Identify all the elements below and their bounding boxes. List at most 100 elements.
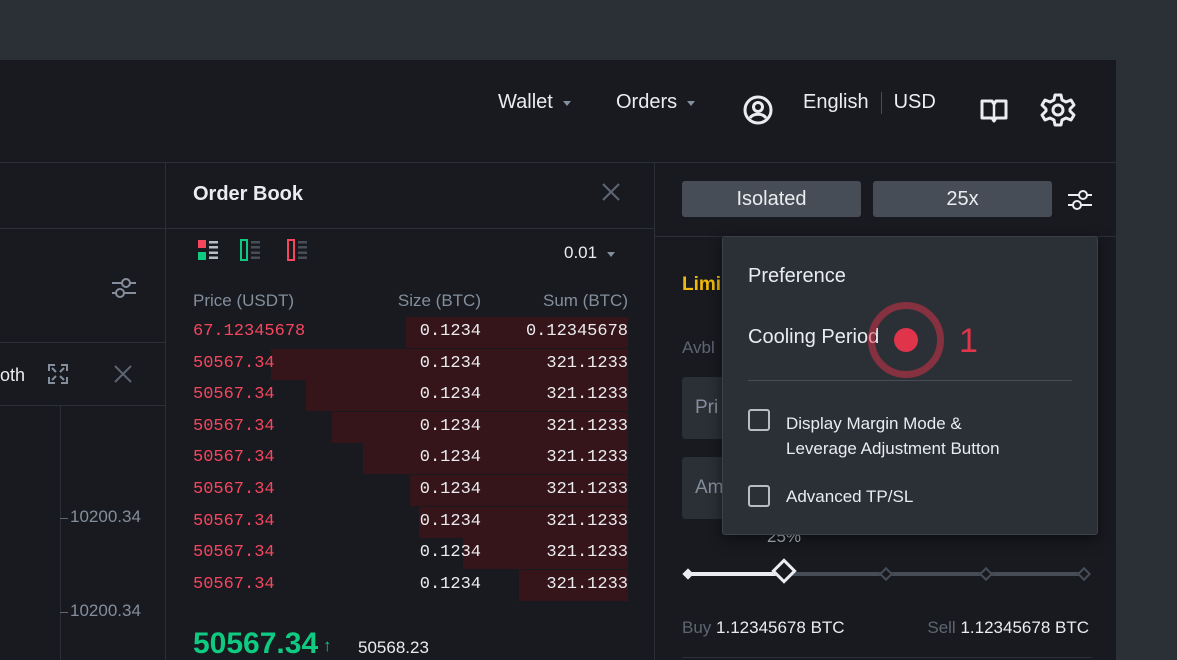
depth-bar xyxy=(363,443,628,475)
language-label: English xyxy=(803,91,869,113)
preference-settings-icon[interactable] xyxy=(1066,187,1094,213)
wallet-label: Wallet xyxy=(498,91,553,113)
wallet-menu[interactable]: Wallet xyxy=(498,91,571,114)
slider-handle[interactable] xyxy=(771,558,797,584)
cooling-period-option[interactable]: Cooling Period xyxy=(748,326,880,348)
preference-popover: Preference Cooling Period Display Margin… xyxy=(722,236,1098,535)
advanced-tpsl-checkbox[interactable] xyxy=(748,485,770,507)
precision-value: 0.01 xyxy=(564,243,598,262)
book-buy-view-icon[interactable] xyxy=(239,239,261,261)
order-book-row[interactable]: 50567.34 0.1234 321.1233 xyxy=(166,443,654,475)
right-margin xyxy=(1116,60,1177,660)
language-currency-selector[interactable]: English USD xyxy=(803,91,936,114)
divider xyxy=(748,380,1072,381)
row-price: 50567.34 xyxy=(193,574,275,594)
row-price: 50567.34 xyxy=(193,416,275,436)
row-size: 0.1234 xyxy=(419,416,481,436)
depth-tab[interactable]: oth xyxy=(0,365,26,385)
row-price: 50567.34 xyxy=(193,385,275,405)
currency-label: USD xyxy=(893,91,936,113)
divider xyxy=(0,228,165,229)
row-price: 50567.34 xyxy=(193,480,275,499)
divider xyxy=(0,342,165,343)
order-book-row[interactable]: 50567.34 0.1234 321.1233 xyxy=(166,380,654,412)
slider-step[interactable] xyxy=(1076,566,1092,582)
price-input-label: Pri xyxy=(695,397,719,418)
top-header: Wallet Orders English USD xyxy=(0,60,1116,163)
chevron-down-icon xyxy=(607,251,616,257)
close-icon[interactable] xyxy=(600,181,622,203)
sell-max: Sell 1.12345678 BTC xyxy=(927,618,1089,638)
order-book-panel: Order Book 0.01 Price (USDT) Size (BTC) … xyxy=(166,163,655,660)
slider-fill xyxy=(688,572,787,576)
book-sell-view-icon[interactable] xyxy=(286,239,308,261)
buy-max: Buy 1.12345678 BTC xyxy=(682,618,845,638)
row-sum: 321.1233 xyxy=(546,480,628,499)
mark-price: 50568.23 xyxy=(358,638,429,657)
order-book-row[interactable]: 50567.34 0.1234 321.1233 xyxy=(166,506,654,538)
order-book-title: Order Book xyxy=(193,183,304,205)
expand-icon[interactable] xyxy=(47,363,69,385)
axis-price-label: 10200.34 xyxy=(70,507,141,526)
col-size-header: Size (BTC) xyxy=(397,291,481,310)
book-both-view-icon[interactable] xyxy=(197,239,219,261)
buy-label: Buy xyxy=(682,618,712,637)
depth-bar xyxy=(271,348,628,380)
close-icon[interactable] xyxy=(112,363,134,385)
divider xyxy=(166,228,654,229)
chart-axis xyxy=(60,406,61,660)
arrow-up-icon: ↑ xyxy=(323,636,332,655)
amount-input-label: Am xyxy=(695,477,724,498)
chevron-down-icon xyxy=(562,101,571,106)
row-price: 67.12345678 xyxy=(193,322,306,341)
settings-icon[interactable] xyxy=(1040,92,1076,128)
row-price: 50567.34 xyxy=(193,543,275,563)
depth-bar xyxy=(419,506,628,538)
row-sum: 321.1233 xyxy=(546,574,628,594)
order-book-row[interactable]: 50567.34 0.1234 321.1233 xyxy=(166,475,654,506)
slider-step[interactable] xyxy=(682,568,694,580)
row-sum: 321.1233 xyxy=(546,448,628,468)
depth-bar xyxy=(463,538,628,570)
order-book-row[interactable]: 67.12345678 0.1234 0.12345678 xyxy=(166,317,654,348)
row-sum: 321.1233 xyxy=(546,353,628,373)
leverage-button[interactable]: 25x xyxy=(873,181,1052,217)
advanced-tpsl-label: Advanced TP/SL xyxy=(786,487,914,506)
margin-mode-button[interactable]: Isolated xyxy=(682,181,861,217)
user-icon[interactable] xyxy=(742,94,774,126)
row-size: 0.1234 xyxy=(419,480,481,499)
row-sum: 321.1233 xyxy=(546,385,628,405)
top-margin xyxy=(0,0,1177,60)
row-sum: 321.1233 xyxy=(546,416,628,436)
depth-bar xyxy=(406,317,628,348)
row-size: 0.1234 xyxy=(419,322,481,341)
row-sum: 321.1233 xyxy=(546,511,628,531)
slider-step[interactable] xyxy=(978,566,994,582)
leverage-label: 25x xyxy=(946,187,979,210)
slider-step[interactable] xyxy=(878,566,894,582)
sell-label: Sell xyxy=(927,618,956,637)
order-book-row[interactable]: 50567.34 0.1234 321.1233 xyxy=(166,569,654,601)
row-size: 0.1234 xyxy=(419,385,481,405)
depth-bar xyxy=(332,411,628,443)
order-book-row[interactable]: 50567.34 0.1234 321.1233 xyxy=(166,348,654,380)
row-sum: 321.1233 xyxy=(546,543,628,563)
axis-price-label: 10200.34 xyxy=(70,601,141,620)
divider xyxy=(0,405,165,406)
row-size: 0.1234 xyxy=(419,448,481,468)
display-margin-mode-label: Display Margin Mode & Leverage Adjustmen… xyxy=(786,414,1000,458)
display-margin-mode-checkbox[interactable] xyxy=(748,409,770,431)
limit-tab[interactable]: Limi xyxy=(682,274,722,295)
order-book-row[interactable]: 50567.34 0.1234 321.1233 xyxy=(166,538,654,570)
order-book-row[interactable]: 50567.34 0.1234 321.1233 xyxy=(166,411,654,443)
book-icon[interactable] xyxy=(979,95,1009,125)
depth-bar xyxy=(410,475,628,506)
filter-settings-icon[interactable] xyxy=(110,275,138,301)
orders-label: Orders xyxy=(616,91,678,113)
last-price: 50567.34 xyxy=(193,627,319,660)
annotation-ring xyxy=(868,302,944,378)
depth-bar xyxy=(519,569,628,601)
precision-select[interactable]: 0.01 xyxy=(564,243,616,263)
orders-menu[interactable]: Orders xyxy=(616,91,696,114)
divider xyxy=(682,657,1092,658)
